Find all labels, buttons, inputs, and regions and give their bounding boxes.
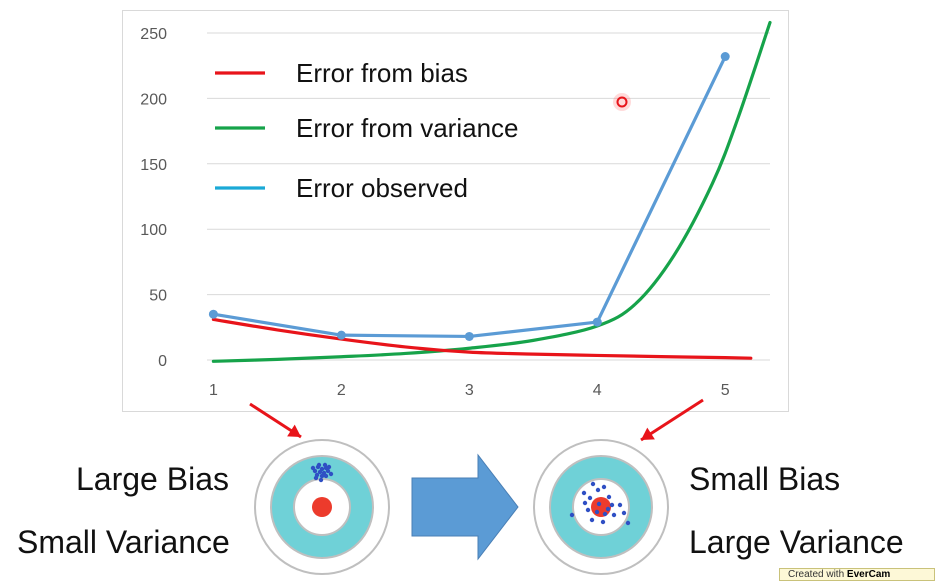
- shot-dot: [602, 511, 608, 517]
- shot-dot: [326, 464, 332, 470]
- shot-dot: [325, 468, 331, 474]
- laser-pointer-glow: [613, 93, 631, 111]
- shot-dot: [581, 490, 587, 496]
- line-chart: 0 50 100 150 200 250 1 2 3 4 5 Error from bias Error…: [140, 20, 772, 399]
- data-point: [720, 52, 730, 62]
- x-tick-label: 3: [465, 382, 474, 399]
- label-small-variance: Small Variance: [17, 524, 230, 560]
- y-tick-label: 0: [158, 353, 167, 370]
- shot-dot: [590, 481, 596, 487]
- label-small-bias: Small Bias: [689, 461, 841, 497]
- shot-dot: [585, 507, 591, 513]
- shot-dot: [589, 517, 595, 523]
- shot-dot: [609, 502, 615, 508]
- laser-pointer-dot: [616, 96, 628, 108]
- data-point: [208, 309, 218, 319]
- series-line: [211, 20, 772, 363]
- pointer-arrow-right-shaft: [640, 398, 704, 442]
- data-point: [336, 330, 346, 340]
- x-tick-label: 2: [337, 382, 346, 399]
- shot-dot: [313, 475, 319, 481]
- shot-dot: [323, 473, 329, 479]
- shot-dot: [595, 487, 601, 493]
- shot-dot: [611, 512, 617, 518]
- data-point: [464, 331, 474, 341]
- shot-dot: [569, 512, 575, 518]
- y-tick-label: 250: [140, 26, 167, 43]
- legend-label: Error observed: [296, 173, 468, 203]
- data-point: [592, 317, 602, 327]
- shot-dot: [621, 510, 627, 516]
- legend-label: Error from variance: [296, 113, 519, 143]
- legend-label: Error from bias: [296, 58, 468, 88]
- shot-dot: [594, 509, 600, 515]
- shot-dot: [318, 477, 324, 483]
- watermark-brand: EverCam: [846, 569, 891, 580]
- shot-dot: [605, 506, 611, 512]
- x-tick-label: 1: [209, 382, 218, 399]
- label-large-bias: Large Bias: [76, 461, 229, 497]
- shot-dot: [317, 469, 323, 475]
- y-tick-label: 200: [140, 91, 167, 108]
- shot-dot: [617, 502, 623, 508]
- shot-dot: [587, 495, 593, 501]
- shot-dot: [600, 519, 606, 525]
- shot-dot: [596, 501, 602, 507]
- watermark-prefix: Created with: [788, 569, 845, 580]
- shot-dot: [316, 462, 322, 468]
- shot-dot: [582, 500, 588, 506]
- chart-frame: [122, 10, 789, 412]
- watermark-badge: Created with EverCam: [779, 568, 935, 581]
- x-tick-label: 5: [721, 382, 730, 399]
- y-tick-label: 50: [149, 288, 167, 305]
- pointer-arrow-left-head: [287, 424, 301, 437]
- x-tick-label: 4: [593, 382, 602, 399]
- transition-arrow: [411, 453, 519, 561]
- series-line: [211, 317, 753, 360]
- shot-dot: [310, 465, 316, 471]
- label-large-variance: Large Variance: [689, 524, 904, 560]
- shot-dot: [322, 462, 328, 468]
- shot-dot: [625, 520, 631, 526]
- y-tick-label: 100: [140, 222, 167, 239]
- shot-dot: [606, 494, 612, 500]
- shot-dot: [601, 484, 607, 490]
- shot-dot: [319, 473, 325, 479]
- left-target-bullseye: [312, 497, 332, 517]
- shot-dot: [328, 471, 334, 477]
- pointer-arrow-right-head: [641, 427, 655, 440]
- y-tick-label: 150: [140, 157, 167, 174]
